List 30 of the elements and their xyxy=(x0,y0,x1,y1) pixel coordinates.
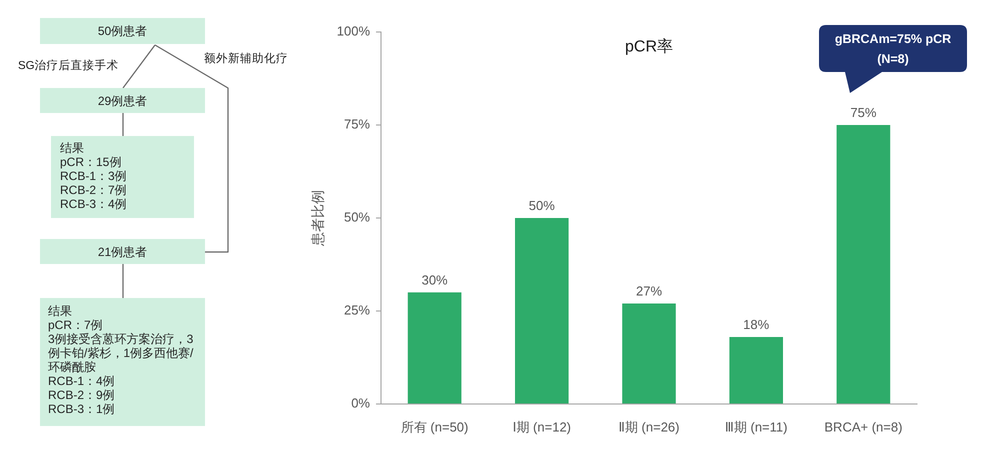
bar xyxy=(836,125,890,404)
bar xyxy=(408,292,462,404)
chart-title: pCR率 xyxy=(624,37,674,56)
y-tick-label: 75% xyxy=(344,116,370,132)
x-tick-label: Ⅱ期 (n=26) xyxy=(618,419,680,434)
x-tick-label: Ⅰ期 (n=12) xyxy=(512,419,571,434)
y-axis-title: 患者比例 xyxy=(309,190,326,247)
bar xyxy=(515,218,569,404)
flowchart-box: 结果 pCR：15例 RCB-1：3例 RCB-2：7例 RCB-3：4例 xyxy=(51,136,194,218)
flowchart-box: 29例患者 xyxy=(40,88,205,113)
data-label: 27% xyxy=(636,284,662,299)
data-label: 50% xyxy=(528,198,556,214)
y-tick-label: 0% xyxy=(351,396,370,411)
y-tick-label: 25% xyxy=(344,302,370,318)
x-tick-label: BRCA+ (n=8) xyxy=(824,419,902,434)
y-tick-label: 100% xyxy=(336,24,370,39)
y-tick-label: 50% xyxy=(344,210,370,225)
x-tick-label: Ⅲ期 (n=11) xyxy=(724,419,788,434)
text: 额外新辅助化疗 xyxy=(204,52,288,66)
text: SG治疗后直接手术 xyxy=(18,59,119,73)
annotation: gBRCAm=75% pCR (N=8) xyxy=(834,30,952,68)
x-tick-label: 所有 (n=50) xyxy=(400,419,468,434)
flowchart-box: 21例患者 xyxy=(40,239,205,264)
bar xyxy=(622,304,676,404)
flowchart-box: 结果 pCR：7例 3例接受含蒽环方案治疗，3例卡铂/紫杉，1例多西他赛/环磷酰胺 RCB-1：4例 RCB-2：9例 RCB-3：1例 xyxy=(40,298,205,426)
bar xyxy=(729,337,783,404)
data-label: 18% xyxy=(743,317,770,332)
flowchart-box: 50例患者 xyxy=(40,18,205,44)
data-label: 75% xyxy=(850,105,877,120)
data-label: 30% xyxy=(422,272,448,288)
